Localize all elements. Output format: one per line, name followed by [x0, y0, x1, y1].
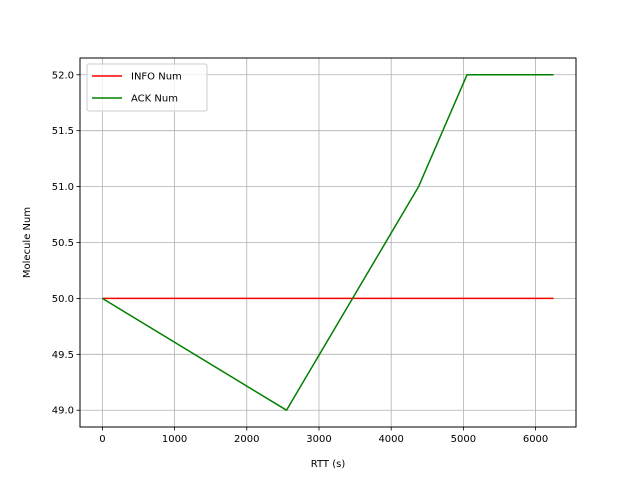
legend-label: ACK Num — [131, 94, 178, 105]
x-tick-label: 6000 — [523, 434, 548, 445]
x-axis-label: RTT (s) — [311, 459, 346, 470]
x-tick-label: 5000 — [451, 434, 476, 445]
series-lines — [102, 74, 554, 411]
x-tick-label: 3000 — [306, 434, 331, 445]
series-line — [102, 74, 554, 411]
x-tick-label: 2000 — [234, 434, 259, 445]
y-tick-label: 50.5 — [52, 238, 74, 249]
y-axis-label: Molecule Num — [22, 207, 33, 278]
x-tick-label: 1000 — [162, 434, 187, 445]
y-tick-label: 49.0 — [52, 406, 74, 417]
legend: INFO Num ACK Num — [86, 63, 208, 112]
y-tick-label: 49.5 — [52, 350, 74, 361]
legend-label: INFO Num — [131, 72, 182, 83]
x-tick-label: 0 — [99, 434, 105, 445]
x-tick-label: 4000 — [378, 434, 403, 445]
y-tick-label: 51.0 — [52, 182, 74, 193]
y-tick-label: 50.0 — [52, 294, 74, 305]
axis-ticks: 0 1000 2000 3000 4000 5000 6000 49.0 49.5 50.0 50.… — [52, 70, 549, 445]
y-tick-label: 51.5 — [52, 126, 74, 137]
y-tick-label: 52.0 — [52, 70, 74, 81]
grid — [80, 58, 576, 427]
